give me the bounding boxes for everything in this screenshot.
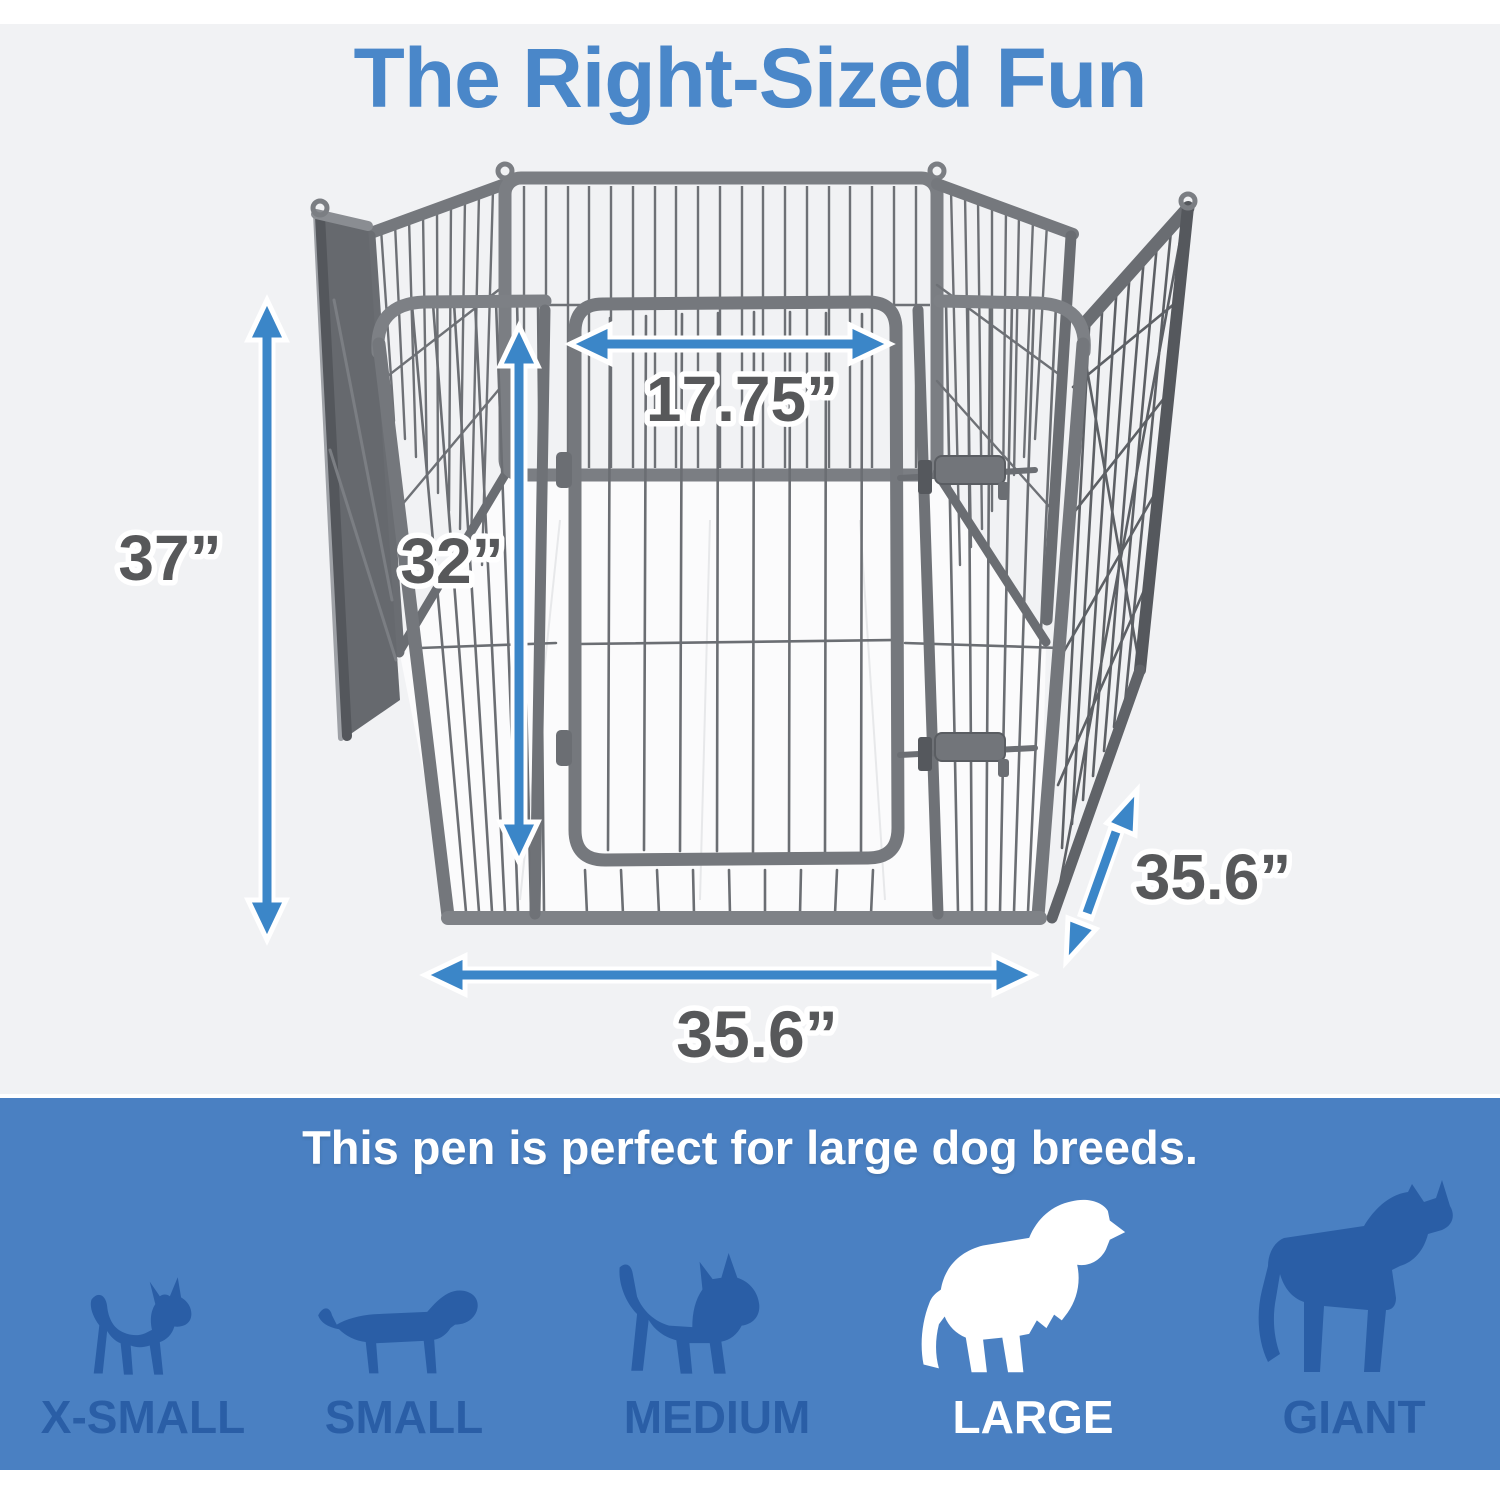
size-item-x-small: X-SMALL	[38, 1098, 248, 1470]
front-panel	[371, 294, 1091, 925]
breed-size-guide: This pen is perfect for large dog breeds…	[0, 1098, 1500, 1470]
size-label-small: SMALL	[324, 1391, 484, 1443]
dimension-arrow-base-width	[419, 952, 1040, 998]
dachshund-icon	[304, 1262, 504, 1378]
back-center-panel	[495, 161, 947, 482]
dimension-arrow-door-width	[564, 321, 896, 367]
chihuahua-icon	[76, 1266, 211, 1378]
size-label-giant: GIANT	[1282, 1391, 1426, 1443]
slide-bolt-latch-bottom	[897, 732, 1038, 777]
size-label-large: LARGE	[952, 1391, 1114, 1443]
size-item-medium: MEDIUM	[602, 1098, 832, 1470]
dog-pen-illustration: 37” 32” 17.75” 35.6” 35.6”	[113, 161, 1297, 1077]
right-side-panel	[1046, 191, 1198, 924]
golden-retriever-icon	[910, 1186, 1156, 1378]
bull-terrier-icon	[608, 1232, 826, 1378]
dimension-label-inner-height: 32”	[400, 525, 503, 597]
dimension-arrow-inner-height	[496, 320, 542, 868]
great-dane-icon	[1244, 1173, 1464, 1378]
dimension-arrow-height	[244, 294, 290, 946]
dimension-arrow-base-depth	[1063, 783, 1140, 969]
left-side-panel	[310, 198, 400, 741]
gate-door	[556, 295, 1038, 867]
size-label-medium: MEDIUM	[623, 1391, 811, 1443]
band-headline: This pen is perfect for large dog breeds…	[302, 1121, 1198, 1174]
dimension-label-door-width: 17.75”	[646, 363, 838, 435]
dimension-label-base-width: 35.6”	[676, 997, 837, 1071]
size-item-giant: GIANT	[1229, 1098, 1479, 1470]
size-label-x-small: X-SMALL	[40, 1391, 246, 1443]
size-item-large: LARGE	[908, 1098, 1158, 1470]
dimension-label-base-depth: 35.6”	[1135, 841, 1292, 913]
dimension-label-height: 37”	[118, 522, 221, 594]
slide-bolt-latch-top	[897, 455, 1038, 500]
size-item-small: SMALL	[299, 1098, 509, 1470]
page-title: The Right-Sized Fun	[353, 31, 1148, 125]
